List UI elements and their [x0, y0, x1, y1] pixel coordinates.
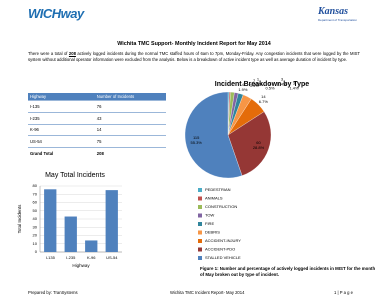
slice-value: 14	[261, 94, 266, 99]
x-tick-label: K-96	[87, 255, 96, 260]
slice-value: 115	[193, 135, 200, 140]
legend-label: FIRE	[205, 221, 214, 226]
report-title: Wichita TMC Support- Monthly Incident Re…	[117, 41, 271, 47]
legend-swatch	[198, 213, 202, 218]
bar	[44, 189, 57, 252]
legend-swatch	[198, 205, 202, 209]
bar	[85, 240, 98, 252]
footer-center: Wichita TMC Incident Report- May 2014	[170, 290, 245, 295]
pie-slice	[227, 111, 272, 176]
text: actively logged incidents during the nor…	[28, 51, 360, 62]
table-row: I-235 43	[28, 112, 166, 125]
cell: I-135	[28, 100, 67, 113]
table-row: K-96 14	[28, 124, 166, 137]
chart-title: May Total Incidents	[45, 172, 105, 179]
logo: WICHway	[28, 6, 84, 21]
x-tick-label: I-235	[66, 255, 76, 260]
slice-percent: 0.5%	[265, 86, 275, 91]
cell: 14	[66, 124, 166, 137]
y-tick-label: 50	[33, 208, 38, 213]
y-tick-label: 80	[33, 183, 38, 188]
y-tick-label: 70	[33, 191, 38, 196]
cell: 208	[66, 147, 166, 159]
y-tick-label: 0	[35, 249, 38, 254]
legend-swatch	[198, 256, 202, 260]
x-tick-label: I-135	[46, 255, 56, 260]
legend-label: ANIMALS	[205, 196, 223, 201]
bar	[64, 216, 77, 252]
legend-swatch	[198, 230, 202, 235]
figure-caption: Figure 1: Number and percentage of activ…	[200, 266, 376, 277]
legend-swatch	[198, 222, 202, 226]
cell: I-235	[28, 112, 67, 125]
slice-value: 3	[281, 77, 284, 82]
y-tick-label: 40	[33, 216, 38, 221]
chart-title: Incident Breakdown by Type	[215, 81, 309, 88]
y-tick-label: 30	[33, 224, 38, 229]
legend-swatch	[198, 247, 202, 252]
slice-value: 60	[256, 140, 261, 145]
slice-value: 1	[257, 77, 260, 82]
y-tick-label: 20	[33, 233, 38, 238]
highway-table: Highway Number of Incidents I-135 76 I-235…	[28, 93, 166, 159]
slice-value: 1	[269, 81, 272, 86]
intro-paragraph: There were a total of 208 actively logge…	[28, 51, 360, 62]
footer-left: Prepared by: TranSystems	[28, 290, 78, 295]
header-cell: Number of Incidents	[66, 93, 166, 101]
y-tick-label: 10	[33, 241, 38, 246]
slice-percent: 3.4%	[250, 83, 260, 88]
slice-percent: 1.4%	[289, 86, 299, 91]
logo: Kansas	[318, 6, 349, 17]
x-tick-label: US-54	[106, 255, 118, 260]
pie-slice	[184, 91, 243, 179]
legend-swatch	[198, 188, 202, 192]
total-row: Grand Total 208	[28, 147, 166, 159]
y-axis-label: Total Incidents	[17, 204, 22, 234]
cell: Grand Total	[28, 147, 67, 159]
slice-value: 4	[242, 82, 245, 87]
slice-percent: 0.5%	[253, 82, 263, 87]
slice-percent: 28.8%	[253, 145, 265, 150]
cell: K-96	[28, 124, 67, 137]
bar	[105, 190, 118, 252]
table-header: Highway Number of Incidents	[28, 93, 166, 101]
slice-value: 3	[293, 81, 296, 86]
header-cell: Highway	[28, 93, 67, 101]
legend-label: PEDESTRIAN	[205, 187, 231, 192]
legend-label: CONSTRUCTION	[205, 204, 237, 209]
slice-percent: 55.3%	[191, 140, 203, 145]
slice-percent: 1.9%	[238, 87, 248, 92]
cell: 43	[66, 112, 166, 125]
legend-label: DEBRIS	[205, 230, 220, 235]
x-axis-label: Highway	[72, 263, 90, 268]
legend-label: TOW	[205, 213, 214, 218]
slice-value: 7	[253, 78, 256, 83]
legend-swatch	[198, 239, 202, 243]
table-row: I-135 76	[28, 100, 166, 113]
legend-swatch	[198, 196, 202, 201]
logo-subtitle: Department of Transportation	[317, 18, 358, 22]
legend-label: STALLED VEHICLE	[205, 255, 241, 260]
incident-count: 208	[68, 51, 76, 56]
y-tick-label: 60	[33, 200, 38, 205]
cell: 76	[66, 100, 166, 113]
footer-right: 1 | P a g e	[334, 290, 353, 295]
legend-label: ACCIDENT-PDO	[205, 247, 235, 252]
text: There were a total of	[28, 51, 68, 56]
slice-percent: 1.4%	[277, 82, 287, 87]
legend-label: ACCIDENT-INJURY	[205, 238, 241, 243]
slice-percent: 6.7%	[259, 99, 269, 104]
